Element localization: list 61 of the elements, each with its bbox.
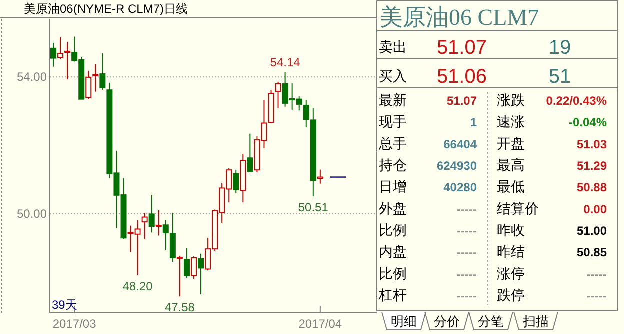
text: 明细 xyxy=(391,314,417,329)
chart-title: 美原油06(NYME-R CLM7)日线 xyxy=(24,2,188,16)
text: 1 xyxy=(470,116,478,130)
text: 涨跌 xyxy=(497,92,525,108)
text: ----- xyxy=(457,224,477,238)
text: 51.07 xyxy=(436,37,487,59)
text: 昨结 xyxy=(497,244,525,260)
annotation: 50.51 xyxy=(298,200,329,214)
text: 持仓 xyxy=(379,157,407,174)
text: 66404 xyxy=(444,137,478,152)
text: 杠杆 xyxy=(378,287,407,304)
text: ----- xyxy=(457,289,477,304)
annotation: 54.14 xyxy=(270,55,301,70)
text: 50.88 xyxy=(576,180,608,195)
text: ----- xyxy=(587,289,607,304)
text: 19 xyxy=(548,37,572,59)
y-tick-label: 54.00 xyxy=(16,70,48,84)
text: 内盘 xyxy=(379,244,407,260)
annotation: 48.20 xyxy=(122,279,154,294)
text: ----- xyxy=(587,267,607,282)
text: 分价 xyxy=(434,314,460,329)
text: ----- xyxy=(457,202,477,216)
text: 卖出 xyxy=(379,39,407,55)
text: ----- xyxy=(457,246,477,260)
text: 分笔 xyxy=(478,314,504,329)
text: 51.00 xyxy=(576,224,608,238)
text: 速涨 xyxy=(497,114,525,130)
text: -0.04% xyxy=(568,116,608,130)
text: 涨停 xyxy=(497,265,525,282)
text: 买入 xyxy=(379,68,407,84)
text: 624930 xyxy=(436,159,478,174)
text: 40280 xyxy=(444,180,478,195)
text: 51.06 xyxy=(436,66,487,88)
text: 比例 xyxy=(379,222,407,238)
text: 51.29 xyxy=(576,159,608,174)
annotation: 39天 xyxy=(52,298,78,312)
text: 0.00 xyxy=(584,202,608,216)
text: 外盘 xyxy=(379,200,407,216)
x-tick-label: 2017/03 xyxy=(52,317,97,331)
x-tick-label: 2017/04 xyxy=(298,317,342,331)
text: 开盘 xyxy=(497,135,525,152)
text: 最新 xyxy=(379,92,407,108)
text: 扫描 xyxy=(522,314,549,329)
text: 比例 xyxy=(379,265,407,282)
text: 最高 xyxy=(497,157,525,174)
text: 50.85 xyxy=(576,246,608,260)
text: 51.03 xyxy=(576,137,608,152)
text: 日增 xyxy=(379,178,407,195)
text: ----- xyxy=(457,267,477,282)
y-tick-label: 50.00 xyxy=(16,206,48,221)
text: 51 xyxy=(548,66,572,88)
text: 最低 xyxy=(497,178,525,195)
text: 51.07 xyxy=(446,94,478,108)
text: 0.22/0.43% xyxy=(546,94,608,108)
text: 现手 xyxy=(379,114,407,130)
text: 总手 xyxy=(378,135,407,152)
text: 美原油06 CLM7 xyxy=(380,5,540,30)
text: 结算价 xyxy=(497,200,539,216)
annotation: 47.58 xyxy=(164,300,196,315)
text: 跌停 xyxy=(497,287,525,304)
text: 昨收 xyxy=(497,222,525,238)
